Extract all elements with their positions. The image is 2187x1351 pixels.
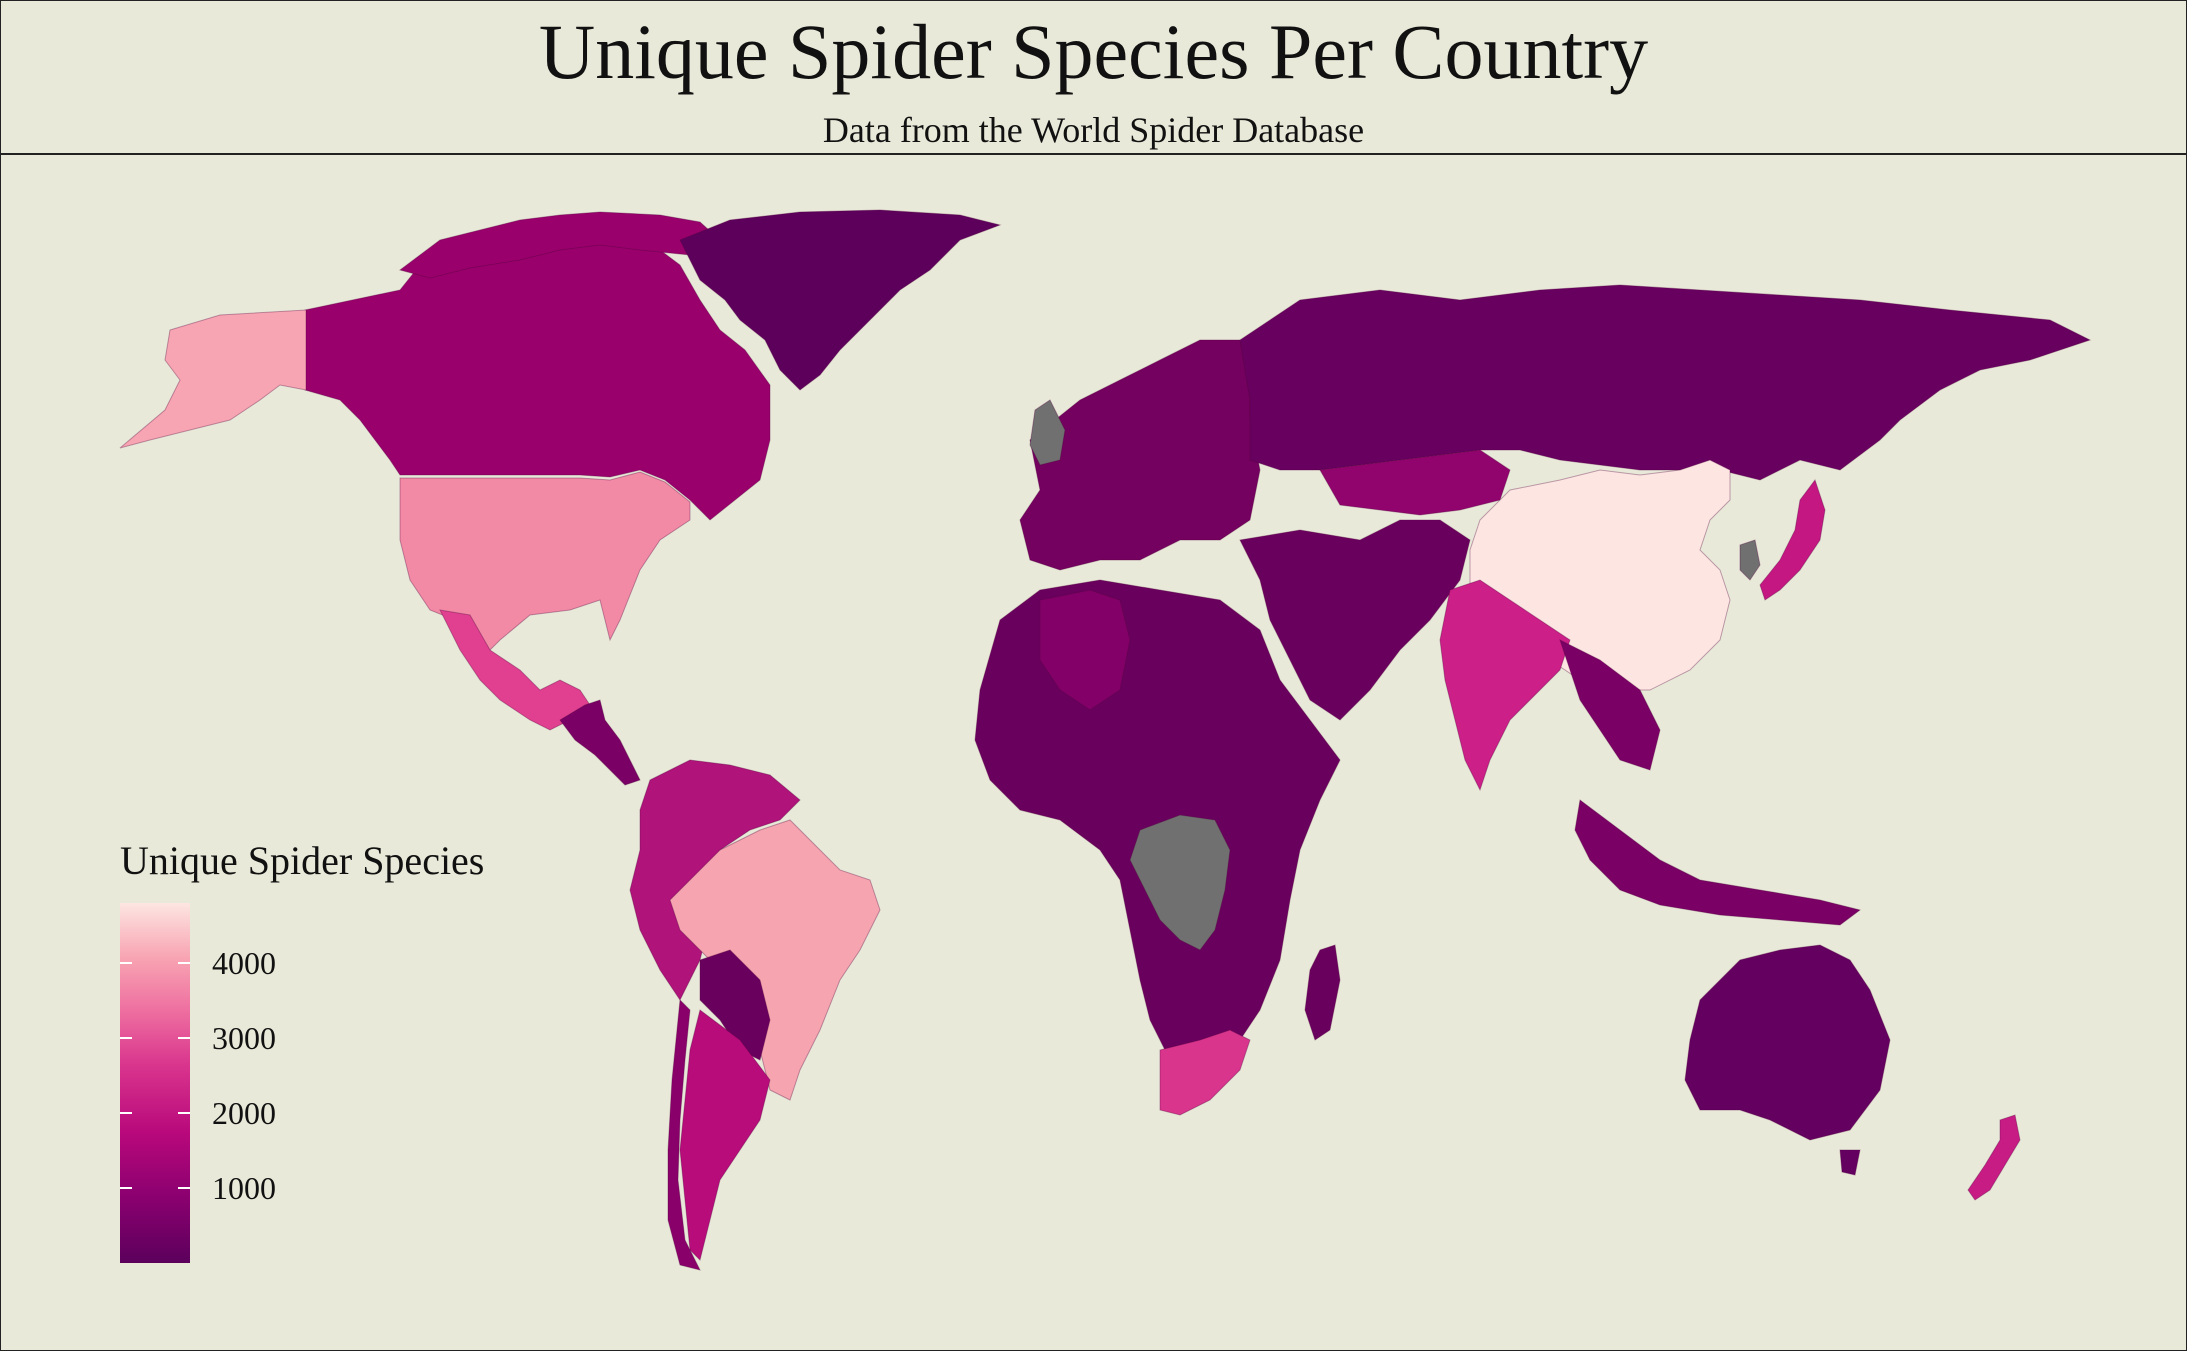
country-madagascar — [1304, 944, 1341, 1041]
country-chile — [667, 998, 701, 1271]
country-new-zealand — [1967, 1114, 2021, 1201]
region-bolivia-paraguay — [699, 949, 771, 1061]
legend-tick-label: 1000 — [212, 1170, 276, 1206]
legend-tick — [120, 1037, 190, 1039]
legend-tick — [120, 1112, 190, 1114]
country-dr-congo — [1129, 814, 1231, 951]
country-united-states — [399, 471, 691, 661]
region-southeast-asia — [1559, 639, 1661, 771]
region-middle-east — [1239, 519, 1471, 721]
region-indonesia — [1574, 799, 1862, 926]
region-europe — [1019, 339, 1261, 571]
legend-tick-label: 4000 — [212, 945, 276, 981]
country-india — [1439, 579, 1571, 792]
country-greenland — [679, 209, 1002, 391]
legend-tick-label: 3000 — [212, 1020, 276, 1056]
world-map — [119, 209, 2092, 1271]
legend-title: Unique Spider Species — [120, 838, 485, 883]
region-africa — [974, 579, 1341, 1061]
country-russia — [1239, 284, 2092, 481]
region-alaska — [119, 309, 307, 449]
country-argentina — [679, 1009, 771, 1261]
country-japan — [1759, 478, 1826, 601]
country-australia-tasmania — [1839, 1149, 1861, 1176]
country-algeria — [1039, 589, 1131, 711]
country-australia — [1684, 944, 1891, 1141]
legend-color-bar — [120, 903, 190, 1263]
page-subtitle: Data from the World Spider Database — [822, 110, 1365, 150]
legend-tick — [120, 1187, 190, 1189]
region-central-america — [559, 699, 641, 786]
country-brazil — [669, 819, 881, 1101]
country-united-kingdom — [1029, 399, 1066, 466]
page-title: Unique Spider Species Per Country — [538, 8, 1649, 95]
country-south-africa — [1159, 1029, 1251, 1116]
legend-tick — [120, 962, 190, 964]
header: Unique Spider Species Per Country Data f… — [0, 0, 2187, 155]
legend-tick-label: 2000 — [212, 1095, 276, 1131]
country-south-korea — [1739, 539, 1761, 581]
